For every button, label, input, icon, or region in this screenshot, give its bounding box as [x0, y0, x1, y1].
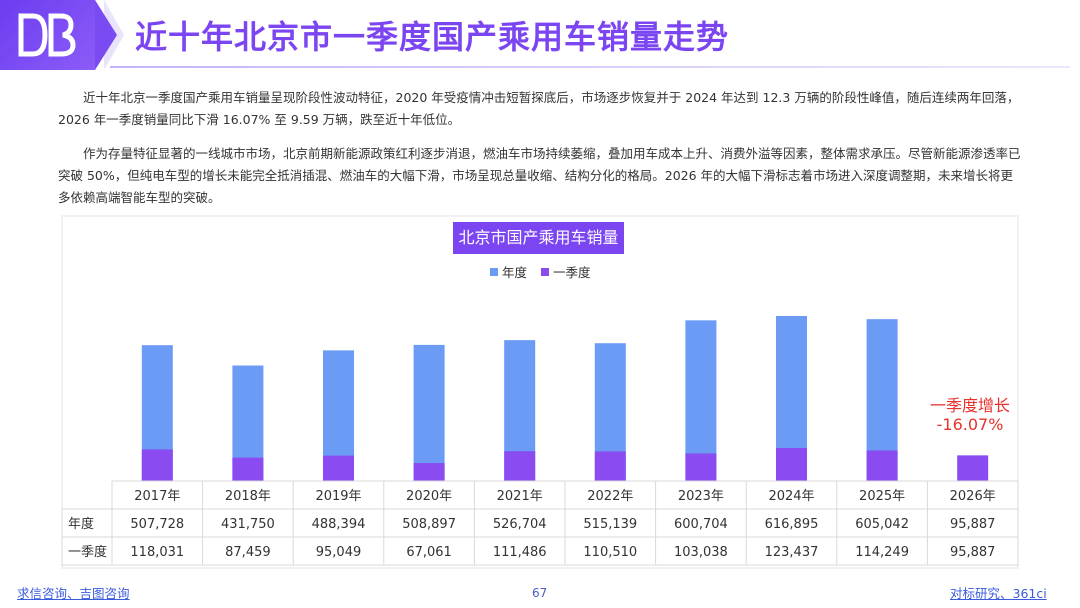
legend-swatch-annual	[490, 267, 498, 276]
table-value-1-4: 111,486	[493, 545, 547, 560]
table-value-1-3: 67,061	[406, 545, 452, 560]
table-value-1-5: 110,510	[583, 545, 637, 560]
db-logo-icon	[18, 13, 76, 57]
footer-link-left[interactable]: 求信咨询、吉图咨询	[17, 586, 130, 601]
legend-swatch-q1	[541, 267, 550, 276]
annotation-value: -16.07%	[936, 415, 1004, 434]
table-value-0-8: 605,042	[855, 517, 909, 532]
table-category-1: 2018年	[225, 489, 271, 504]
legend-item-q1: 一季度	[541, 262, 591, 281]
table-value-0-6: 600,704	[674, 517, 728, 532]
bar-q1-4	[504, 451, 536, 481]
logo	[0, 0, 95, 70]
table-value-1-6: 103,038	[674, 545, 728, 560]
legend-label-annual: 年度	[502, 265, 528, 280]
table-value-1-7: 123,437	[765, 545, 819, 560]
chart-title: 北京市国产乘用车销量	[453, 222, 624, 254]
table-value-1-9: 95,887	[950, 545, 996, 560]
table-category-2: 2019年	[315, 489, 361, 504]
paragraph-2: 作为存量特征显著的一线城市市场，北京前期新能源政策红利逐步消退，燃油车市场持续萎…	[58, 146, 1021, 205]
bar-annual-3	[413, 344, 445, 481]
table-category-0: 2017年	[134, 489, 180, 504]
paragraph-1: 近十年北京一季度国产乘用车销量呈现阶段性波动特征，2020 年受疫情冲击短暂探底…	[58, 90, 1020, 127]
table-category-5: 2022年	[587, 489, 633, 504]
table-value-1-2: 95,049	[316, 545, 362, 560]
table-value-0-1: 431,750	[221, 517, 275, 532]
growth-annotation: 一季度增长 -16.07%	[920, 396, 1020, 434]
footer-link-right[interactable]: 对标研究、361ci	[950, 586, 1047, 601]
page-title: 近十年北京市一季度国产乘用车销量走势	[135, 18, 730, 56]
table-value-0-2: 488,394	[312, 517, 366, 532]
table-value-0-7: 616,895	[765, 517, 819, 532]
table-value-1-1: 87,459	[225, 545, 271, 560]
bar-q1-1	[232, 457, 264, 481]
table-value-0-0: 507,728	[130, 517, 184, 532]
table-value-0-5: 515,139	[583, 517, 637, 532]
table-value-0-4: 526,704	[493, 517, 547, 532]
table-category-4: 2021年	[497, 489, 543, 504]
bar-q1-2	[323, 455, 354, 481]
table-category-9: 2026年	[950, 489, 996, 504]
legend-label-q1: 一季度	[553, 265, 591, 280]
chart-frame	[61, 215, 1019, 569]
table-value-1-0: 118,031	[130, 545, 184, 560]
table-category-3: 2020年	[406, 489, 452, 504]
table-category-7: 2024年	[768, 489, 814, 504]
header-divider	[110, 66, 1070, 68]
bar-q1-3	[413, 463, 445, 481]
table-category-8: 2025年	[859, 489, 905, 504]
table-value-0-9: 95,887	[950, 517, 996, 532]
table-value-0-3: 508,897	[402, 517, 456, 532]
table-row-label-0: 年度	[68, 516, 94, 532]
annotation-label: 一季度增长	[929, 396, 1010, 415]
bar-q1-7	[776, 447, 807, 481]
table-value-1-8: 114,249	[855, 545, 909, 560]
bar-q1-6	[685, 453, 717, 481]
header: 近十年北京市一季度国产乘用车销量走势	[0, 0, 1080, 70]
bar-q1-5	[594, 451, 626, 481]
bar-q1-8	[866, 450, 898, 481]
chart-legend: 年度 一季度	[490, 262, 591, 281]
table-category-6: 2023年	[678, 489, 724, 504]
header-chevron	[95, 0, 117, 70]
bar-q1-9	[957, 455, 989, 481]
table-row-label-1: 一季度	[68, 544, 107, 560]
bar-q1-0	[141, 449, 173, 481]
legend-item-annual: 年度	[490, 262, 527, 281]
page-number: 67	[532, 586, 548, 600]
